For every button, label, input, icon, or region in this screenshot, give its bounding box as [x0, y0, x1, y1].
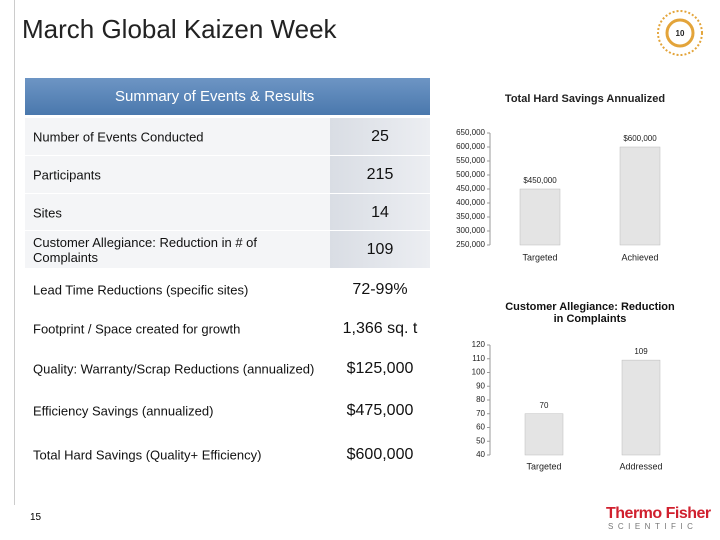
x-tick-label: Targeted	[522, 252, 557, 262]
table-row: Efficiency Savings (annualized) $475,000	[25, 390, 430, 431]
row-value: 215	[330, 156, 430, 194]
row-value: $475,000	[346, 402, 414, 419]
row-value: 25	[330, 118, 430, 156]
x-tick-label: Achieved	[621, 252, 658, 262]
badge: 10	[657, 10, 703, 56]
table-row: Sites 14	[25, 193, 430, 231]
bar	[621, 359, 661, 456]
y-tick-label: 450,000	[456, 184, 485, 193]
row-label: Participants	[33, 167, 101, 183]
y-tick-label: 350,000	[456, 212, 485, 221]
row-value: 109	[330, 231, 430, 269]
chart-title: Customer Allegiance: Reduction in Compla…	[505, 301, 675, 325]
y-tick-label: 500,000	[456, 170, 485, 179]
row-label: Sites	[33, 205, 62, 220]
row-value: $125,000	[346, 359, 414, 377]
y-tick-label: 70	[476, 409, 485, 418]
table-row: Total Hard Savings (Quality+ Efficiency)…	[25, 430, 430, 479]
x-tick-label: Addressed	[619, 461, 662, 471]
table-row: Quality: Warranty/Scrap Reductions (annu…	[25, 345, 430, 391]
data-label: 70	[540, 401, 549, 410]
y-tick-label: 550,000	[456, 156, 485, 165]
row-label: Lead Time Reductions (specific sites)	[33, 282, 249, 298]
slide-title: March Global Kaizen Week	[22, 14, 337, 44]
table-row: Number of Events Conducted 25	[25, 117, 430, 156]
y-tick-label: 60	[476, 423, 485, 432]
bar	[519, 188, 561, 246]
bar	[524, 413, 564, 456]
row-value: 72-99%	[352, 281, 408, 298]
page-number: 15	[30, 512, 42, 523]
chart-title: Total Hard Savings Annualized	[505, 93, 665, 105]
y-tick-label: 120	[472, 340, 486, 349]
row-label: Total Hard Savings (Quality+ Efficiency)	[33, 447, 262, 463]
row-label: Customer Allegiance: Reduction in # of C…	[33, 235, 258, 265]
y-tick-label: 100	[472, 368, 486, 377]
svg-text:10: 10	[676, 29, 685, 38]
row-value: $600,000	[346, 446, 414, 463]
row-label: Quality: Warranty/Scrap Reductions (annu…	[33, 361, 315, 376]
data-label: 109	[634, 347, 648, 356]
data-label: $450,000	[523, 176, 557, 185]
left-rule	[14, 0, 15, 505]
y-tick-label: 50	[476, 436, 485, 445]
y-tick-label: 600,000	[456, 142, 485, 151]
table-row: Lead Time Reductions (specific sites) 72-…	[25, 268, 430, 311]
row-value: 14	[330, 194, 430, 231]
logo-text: Thermo Fisher	[606, 505, 711, 522]
row-label: Footprint / Space created for growth	[33, 321, 241, 336]
table-row: Footprint / Space created for growth 1,36…	[25, 310, 430, 346]
y-tick-label: 300,000	[456, 226, 485, 235]
table-row: Participants 215	[25, 155, 430, 194]
row-value: 1,366 sq. t	[342, 319, 418, 337]
table-header: Summary of Events & Results	[25, 78, 430, 115]
y-tick-label: 110	[472, 354, 485, 363]
y-tick-label: 400,000	[456, 198, 485, 207]
y-tick-label: 80	[476, 395, 485, 404]
data-label: $600,000	[623, 134, 657, 143]
y-tick-label: 650,000	[456, 128, 485, 137]
row-label: Efficiency Savings (annualized)	[33, 403, 214, 419]
y-tick-label: 250,000	[456, 240, 485, 249]
y-tick-label: 90	[476, 381, 485, 390]
table-title: Summary of Events & Results	[115, 88, 315, 105]
x-tick-label: Targeted	[526, 461, 561, 471]
bar	[619, 146, 661, 246]
y-tick-label: 40	[476, 450, 485, 459]
table-row: Customer Allegiance: Reduction in # of C…	[25, 230, 430, 269]
logo-subtext: SCIENTIFIC	[608, 522, 698, 531]
row-label: Number of Events Conducted	[33, 129, 204, 145]
